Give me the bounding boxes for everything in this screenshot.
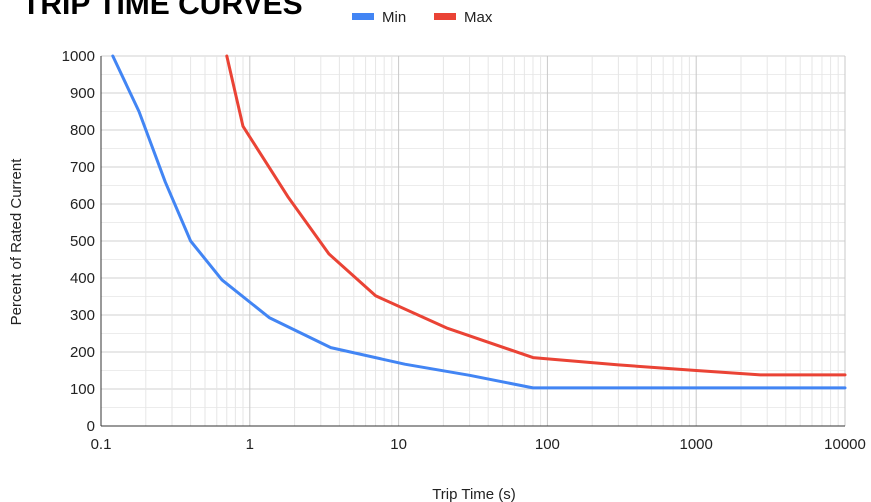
x-tick-label: 10000: [824, 436, 866, 453]
legend-swatch-min: [352, 13, 374, 20]
legend-label-max: Max: [464, 9, 493, 26]
x-tick-label: 10: [390, 436, 407, 453]
series-line-max: [225, 54, 847, 377]
y-axis-label: Percent of Rated Current: [8, 158, 25, 326]
y-tick-label: 0: [87, 418, 95, 435]
y-tick-label: 200: [70, 344, 95, 361]
legend-swatch-max: [434, 13, 456, 20]
axes: [100, 56, 845, 427]
data-series: [111, 54, 847, 390]
y-tick-label: 900: [70, 85, 95, 102]
y-tick-label: 400: [70, 270, 95, 287]
y-tick-label: 800: [70, 122, 95, 139]
x-tick-label: 1: [246, 436, 254, 453]
legend: Min Max: [352, 9, 493, 26]
series-line-min: [111, 54, 847, 390]
grid-lines: [100, 55, 846, 427]
y-tick-labels: 0 100 200 300 400 500 600 700 800 900 1000: [62, 48, 95, 435]
y-tick-label: 100: [70, 381, 95, 398]
y-tick-label: 1000: [62, 48, 95, 65]
x-tick-label: 100: [535, 436, 560, 453]
x-tick-label: 0.1: [91, 436, 112, 453]
x-tick-label: 1000: [680, 436, 713, 453]
y-tick-label: 600: [70, 196, 95, 213]
chart-title: TRIP TIME CURVES: [22, 0, 303, 21]
y-tick-label: 500: [70, 233, 95, 250]
y-tick-label: 300: [70, 307, 95, 324]
legend-label-min: Min: [382, 9, 406, 26]
x-tick-labels: 0.1 1 10 100 1000 10000: [91, 436, 866, 453]
x-axis-label: Trip Time (s): [432, 486, 516, 502]
y-tick-label: 700: [70, 159, 95, 176]
